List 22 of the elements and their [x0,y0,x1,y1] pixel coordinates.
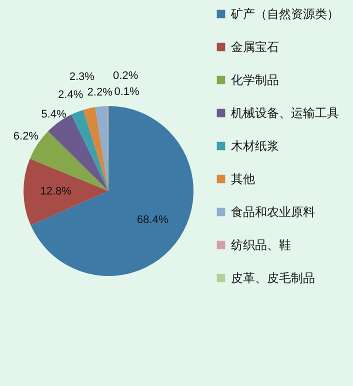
legend-label: 食品和农业原料 [231,205,315,219]
pie-slice [83,107,108,191]
legend-label: 皮革、皮毛制品 [231,271,315,285]
legend-label: 机械设备、运输工具 [231,106,339,120]
data-label: 2.3% [69,71,95,84]
data-label: 5.4% [41,108,66,121]
legend-label: 金属宝石 [231,40,279,54]
legend-label: 木材纸浆 [231,139,279,153]
data-label: 0.2% [113,70,138,82]
data-label: 6.2% [13,130,39,142]
data-label: 2.4% [58,89,84,102]
data-label: 0.1% [114,86,140,98]
legend-label: 化学制品 [231,73,279,87]
pie-slice [95,106,108,191]
legend-label: 纺织品、鞋 [231,238,291,252]
pie-slice [24,158,108,226]
data-label: 2.2% [87,86,113,98]
pie-slice [71,110,108,191]
legend-label: 矿产（自然资源类） [230,7,339,21]
data-label: 68.4% [137,214,168,226]
data-label: 12.8% [40,186,72,198]
legend-label: 其他 [231,172,255,186]
